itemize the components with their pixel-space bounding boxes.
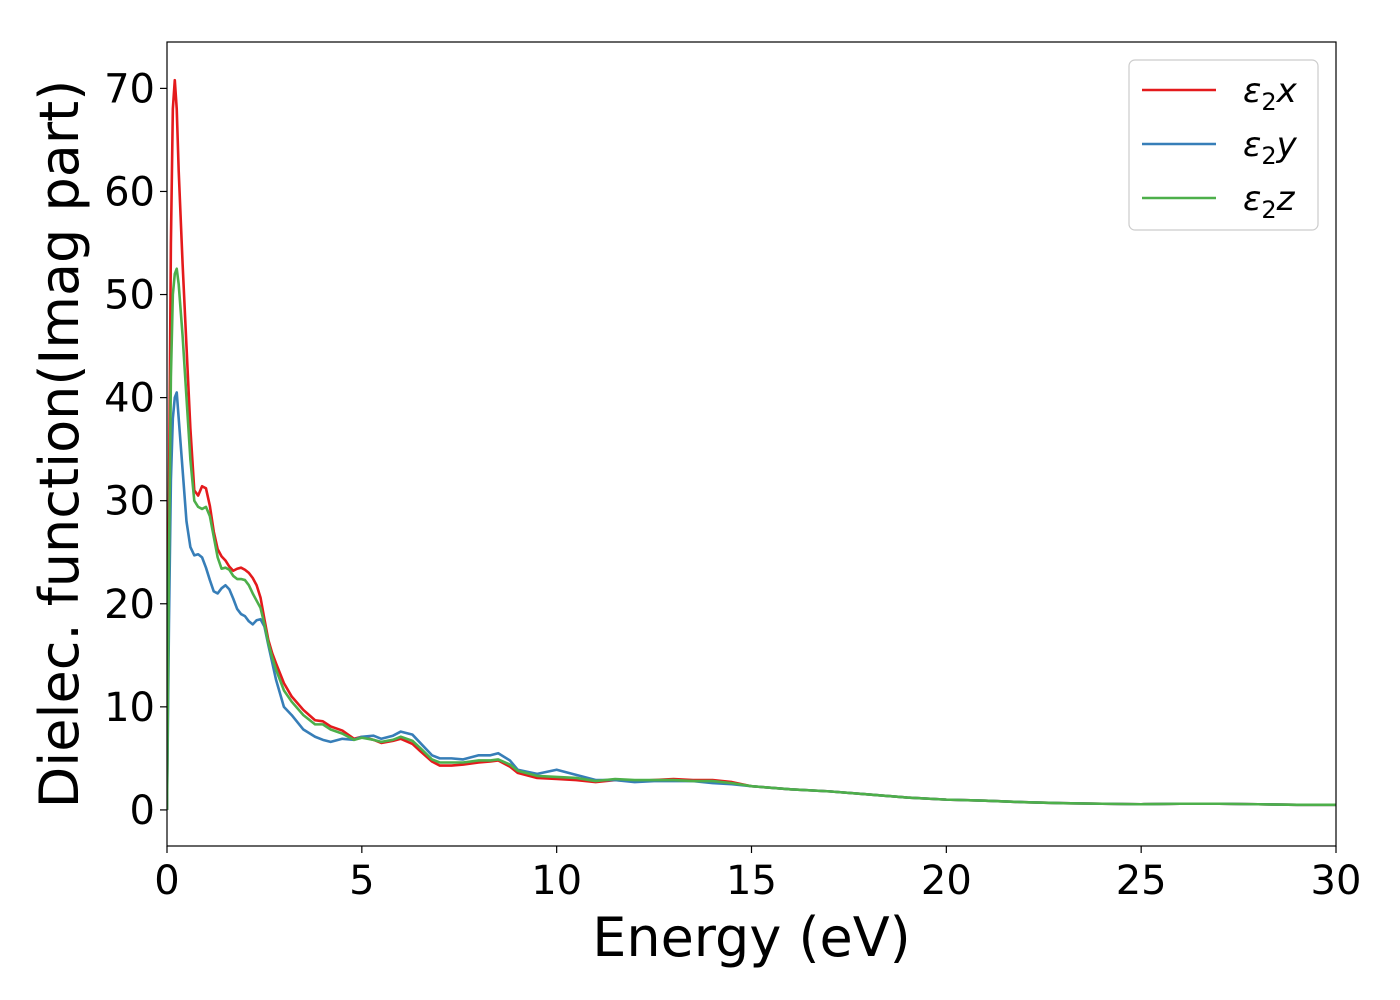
y-tick-label: 40 xyxy=(104,376,155,422)
legend-label-y: ε2y xyxy=(1243,125,1298,170)
x-tick-label: 15 xyxy=(726,858,777,904)
x-tick-label: 10 xyxy=(531,858,582,904)
x-tick-label: 25 xyxy=(1116,858,1167,904)
y-axis-title: Dielec. function(Imag part) xyxy=(28,80,91,809)
y-tick-label: 0 xyxy=(130,788,155,834)
y-tick-label: 10 xyxy=(104,685,155,731)
y-tick-label: 50 xyxy=(104,273,155,319)
legend-label-z: ε2z xyxy=(1243,179,1296,224)
axis-ticks: 0 5 10 15 20 25 30 0 10 20 30 40 50 60 70 xyxy=(104,66,1361,904)
y-tick-label: 60 xyxy=(104,169,155,215)
series-line-y xyxy=(167,391,1336,810)
y-tick-label: 20 xyxy=(104,582,155,628)
x-tick-label: 5 xyxy=(349,858,374,904)
legend-label-x: ε2x xyxy=(1243,71,1298,116)
series-line-z xyxy=(167,267,1336,810)
x-axis-title: Energy (eV) xyxy=(592,906,911,969)
legend: ε2x ε2y ε2z xyxy=(1128,59,1319,231)
legend-box xyxy=(1128,59,1319,231)
x-tick-label: 0 xyxy=(154,858,179,904)
y-tick-label: 70 xyxy=(104,66,155,112)
series-lines xyxy=(167,78,1336,810)
x-tick-label: 20 xyxy=(921,858,972,904)
x-tick-label: 30 xyxy=(1311,858,1362,904)
y-tick-label: 30 xyxy=(104,479,155,525)
